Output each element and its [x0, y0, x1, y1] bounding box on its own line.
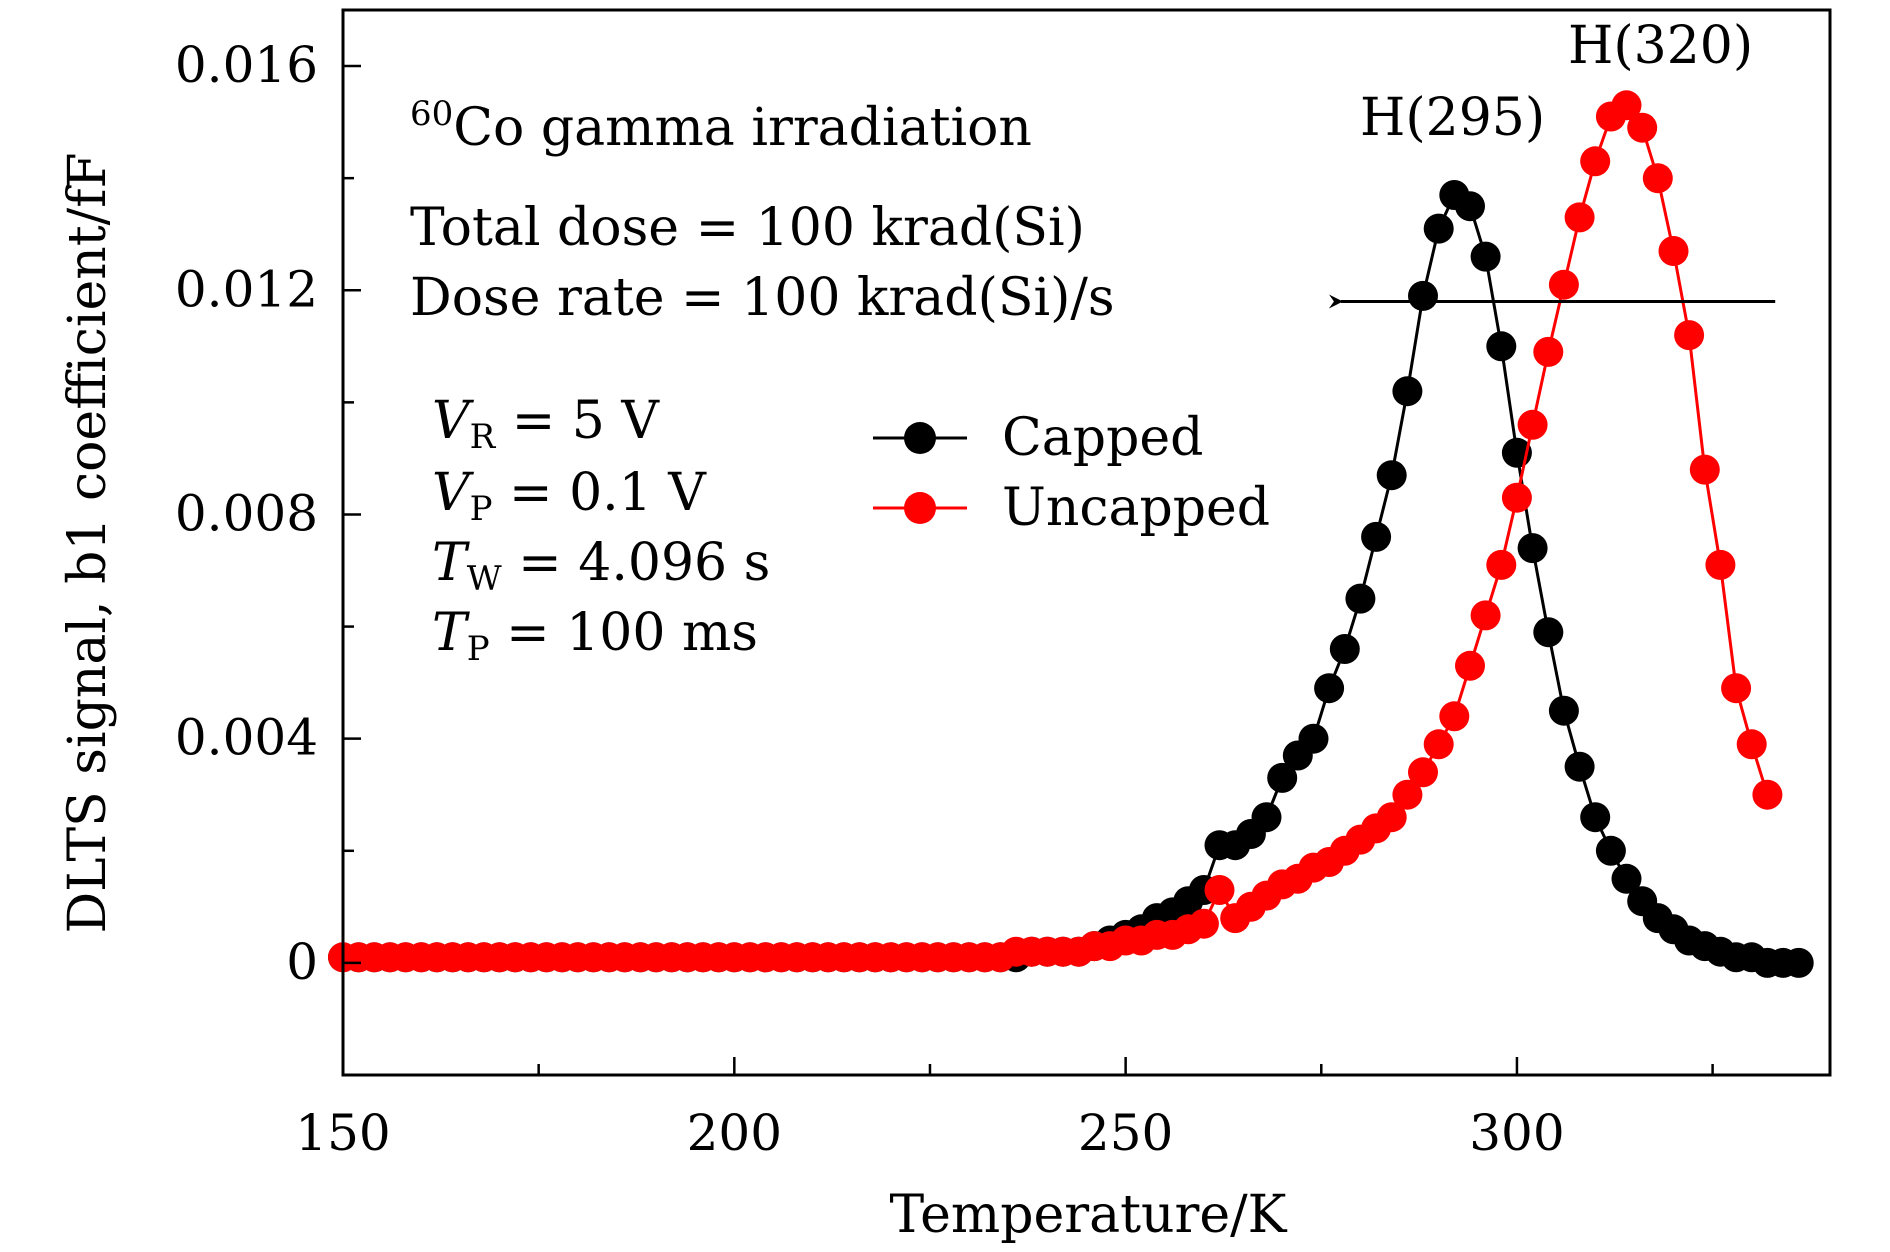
data-point-uncapped-86 — [1674, 320, 1705, 351]
data-point-uncapped-78 — [1548, 269, 1579, 300]
data-point-uncapped-77 — [1533, 336, 1564, 367]
data-point-capped-66 — [1361, 521, 1392, 552]
data-point-capped-81 — [1595, 835, 1626, 866]
irradiation-title: 60Co gamma irradiation — [410, 94, 1032, 158]
y-axis-title: DLTS signal, b1 coefficient/fF — [58, 152, 118, 933]
data-point-capped-69 — [1408, 280, 1438, 311]
data-point-capped-68 — [1392, 376, 1423, 407]
data-point-uncapped-74 — [1486, 549, 1517, 580]
peak-label-h295: H(295) — [1360, 88, 1545, 148]
data-point-capped-80 — [1580, 802, 1611, 833]
dose-rate-label: Dose rate = 100 krad(Si)/s — [410, 268, 1115, 328]
data-point-capped-76 — [1517, 533, 1548, 564]
data-point-capped-63 — [1314, 673, 1345, 704]
legend-uncapped-marker — [904, 492, 936, 524]
data-point-uncapped-90 — [1736, 729, 1767, 760]
data-point-uncapped-88 — [1705, 549, 1736, 580]
data-point-uncapped-68 — [1392, 779, 1423, 810]
data-point-capped-72 — [1455, 191, 1485, 222]
data-point-uncapped-83 — [1627, 112, 1658, 143]
data-point-capped-78 — [1548, 695, 1579, 726]
axes-layer: 150 200 250 300 0 0.004 0.008 0.012 0.016 — [175, 8, 1832, 1162]
data-point-capped-73 — [1470, 241, 1501, 272]
x-tick-label: 300 — [1469, 1104, 1564, 1162]
data-point-capped-82 — [1611, 863, 1642, 894]
data-point-uncapped-56 — [1204, 875, 1235, 905]
data-point-capped-70 — [1423, 213, 1454, 244]
y-tick-label: 0.004 — [175, 709, 318, 767]
x-tick-label: 200 — [687, 1104, 782, 1162]
x-axis-title: Temperature/K — [889, 1185, 1287, 1245]
data-point-capped-60 — [1267, 762, 1298, 793]
legend-capped-label: Capped — [1002, 408, 1203, 468]
data-point-capped-65 — [1345, 583, 1376, 614]
series-layer — [328, 90, 1814, 978]
x-tick-label: 250 — [1078, 1104, 1173, 1162]
data-point-uncapped-55 — [1188, 908, 1219, 939]
y-tick-label: 0.012 — [175, 260, 318, 318]
data-point-uncapped-75 — [1501, 482, 1532, 513]
data-point-uncapped-79 — [1564, 202, 1595, 233]
data-point-uncapped-70 — [1423, 729, 1454, 760]
legend: Capped Uncapped — [873, 408, 1270, 538]
plot-frame — [341, 8, 1832, 1077]
data-point-uncapped-82 — [1611, 90, 1642, 121]
measurement-params: VR = 5 VVP = 0.1 VTW = 4.096 sTP = 100 m… — [432, 391, 770, 669]
data-point-uncapped-72 — [1455, 650, 1485, 681]
param-tp: TP = 100 ms — [432, 603, 758, 669]
param-vr: VR = 5 V — [432, 391, 660, 457]
data-point-uncapped-89 — [1721, 673, 1752, 704]
legend-capped-marker — [904, 422, 936, 454]
data-point-capped-67 — [1376, 460, 1407, 491]
data-point-capped-79 — [1564, 751, 1595, 782]
data-point-capped-93 — [1783, 947, 1814, 978]
data-point-uncapped-91 — [1752, 779, 1783, 810]
data-point-uncapped-69 — [1408, 757, 1438, 788]
legend-uncapped-label: Uncapped — [1002, 478, 1270, 538]
data-point-capped-77 — [1533, 617, 1564, 648]
data-point-uncapped-84 — [1642, 163, 1673, 194]
data-point-capped-59 — [1251, 802, 1282, 833]
data-point-uncapped-76 — [1517, 409, 1548, 440]
data-point-uncapped-73 — [1470, 600, 1501, 631]
y-tick-label: 0 — [286, 933, 318, 991]
y-tick-label: 0.008 — [175, 484, 318, 542]
data-point-capped-64 — [1329, 634, 1360, 664]
data-point-uncapped-85 — [1658, 236, 1689, 266]
data-point-uncapped-71 — [1439, 701, 1470, 732]
y-tick-label: 0.016 — [175, 36, 318, 94]
peak-label-h320: H(320) — [1568, 16, 1753, 76]
data-point-capped-62 — [1298, 723, 1329, 754]
data-point-uncapped-87 — [1689, 454, 1720, 485]
param-vp: VP = 0.1 V — [432, 463, 707, 529]
data-point-uncapped-80 — [1580, 146, 1611, 177]
data-point-uncapped-67 — [1376, 802, 1407, 833]
total-dose-label: Total dose = 100 krad(Si) — [410, 198, 1085, 258]
data-point-capped-74 — [1486, 331, 1517, 362]
param-tw: TW = 4.096 s — [432, 533, 770, 599]
x-tick-label: 150 — [295, 1104, 390, 1162]
